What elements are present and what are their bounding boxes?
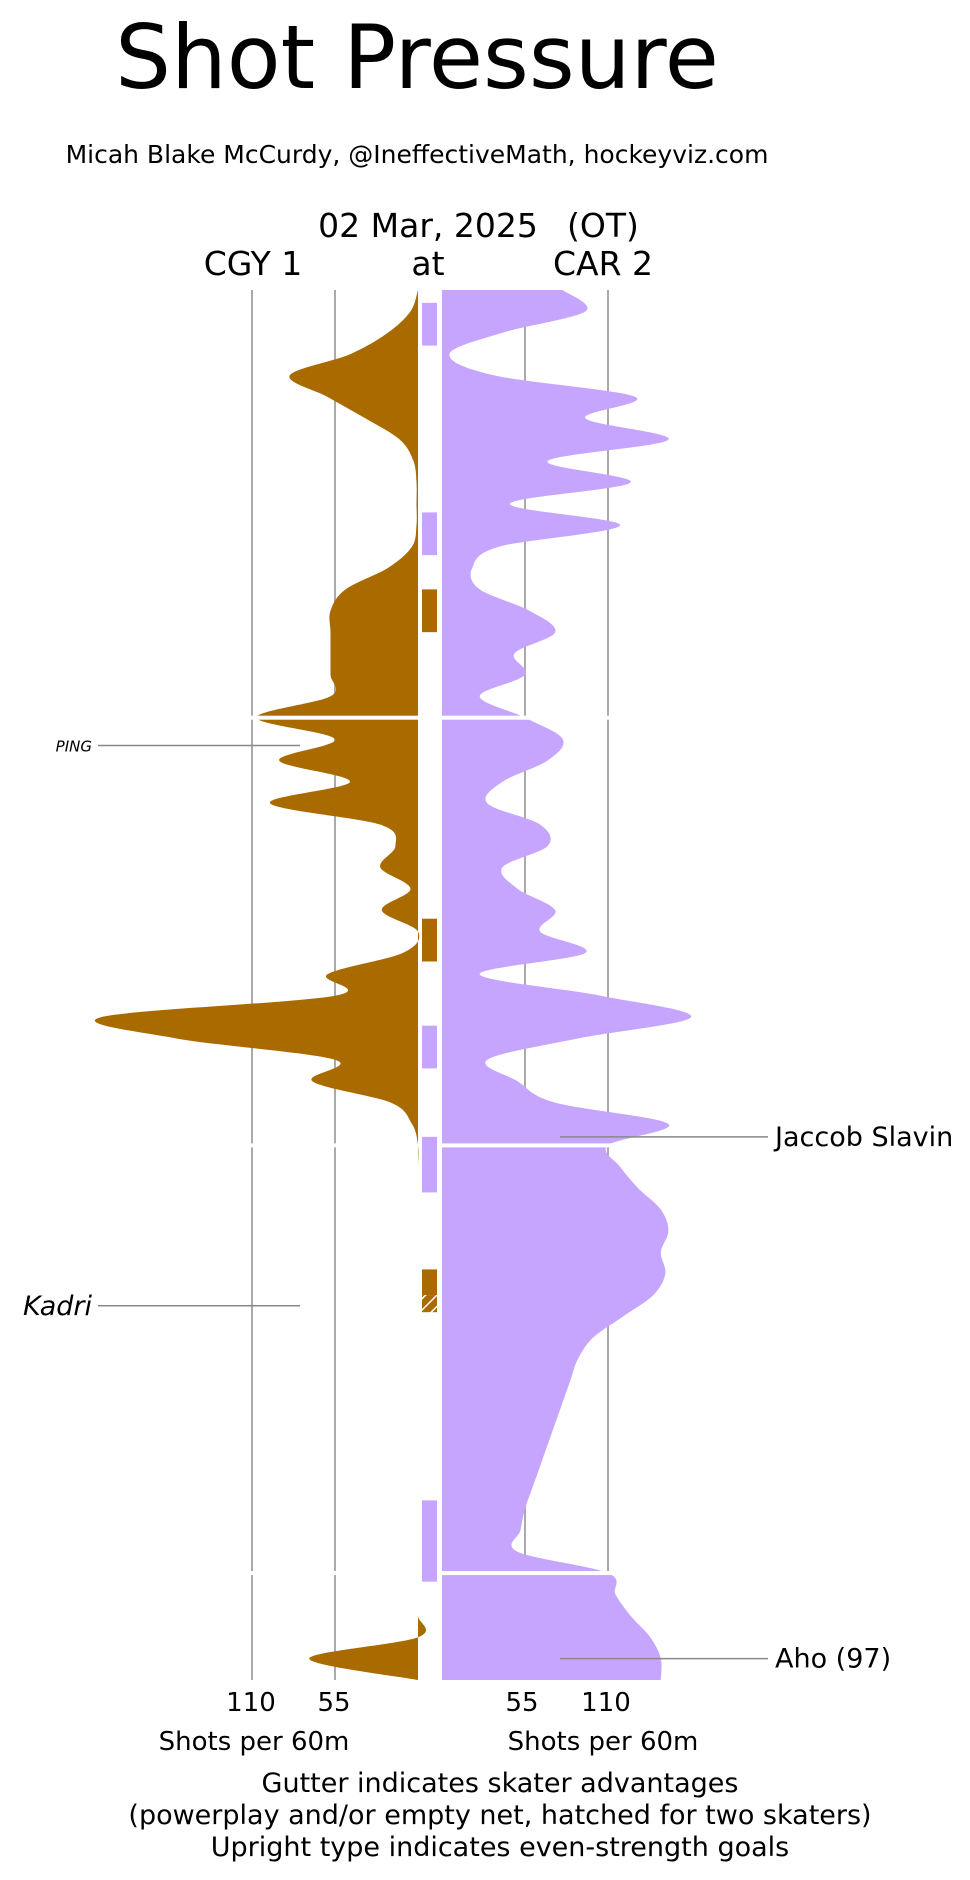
gutter-block-car-5 xyxy=(422,1136,437,1193)
right-tick-55: 55 xyxy=(505,1688,538,1718)
footnote-line-2: (powerplay and/or empty net, hatched for… xyxy=(128,1800,871,1831)
left-axis-label: Shots per 60m xyxy=(159,1727,350,1757)
period-breaks xyxy=(0,715,970,1576)
gutter-block-car-8 xyxy=(422,1500,437,1582)
period-break-40 xyxy=(0,1143,970,1148)
right-tick-110: 110 xyxy=(581,1688,631,1718)
chart-byline: Micah Blake McCurdy, @IneffectiveMath, h… xyxy=(66,140,769,169)
home-team-score: CAR 2 xyxy=(553,244,653,283)
goal-label-car: Aho (97) xyxy=(775,1644,891,1675)
overtime-label: (OT) xyxy=(567,206,639,245)
goal-label-cgy: PING xyxy=(56,737,92,755)
footnote-line-1: Gutter indicates skater advantages xyxy=(262,1768,739,1799)
pressure-areas xyxy=(94,290,692,1680)
period-break-20 xyxy=(0,715,970,720)
goal-label-car: Jaccob Slavin xyxy=(773,1122,953,1153)
period-break-60 xyxy=(0,1571,970,1576)
chart-title: Shot Pressure xyxy=(115,6,719,109)
at-label: at xyxy=(411,244,444,283)
car-pressure-area xyxy=(442,290,692,1680)
right-axis-label: Shots per 60m xyxy=(508,1727,699,1757)
skater-advantage-gutter xyxy=(422,302,437,1582)
gutter-block-cgy-2 xyxy=(422,589,437,633)
footnote-line-3: Upright type indicates even-strength goa… xyxy=(211,1832,789,1863)
left-tick-55: 55 xyxy=(317,1688,350,1718)
goal-annotations: PING Kadri Jaccob Slavin Aho (97) xyxy=(23,737,953,1674)
cgy-pressure-area xyxy=(94,290,427,1680)
gutter-block-cgy-6 xyxy=(422,1269,437,1296)
gutter-block-car-0 xyxy=(422,302,437,346)
game-date: 02 Mar, 2025 xyxy=(318,206,538,245)
away-team-score: CGY 1 xyxy=(204,244,303,283)
gutter-block-car-4 xyxy=(422,1025,437,1069)
left-tick-110: 110 xyxy=(226,1688,276,1718)
goal-label-cgy: Kadri xyxy=(23,1291,93,1322)
gutter-block-cgy-3 xyxy=(422,918,437,962)
gutter-block-cgy-7 xyxy=(422,1295,437,1313)
gutter-block-car-1 xyxy=(422,512,437,556)
gridlines xyxy=(251,290,609,1680)
